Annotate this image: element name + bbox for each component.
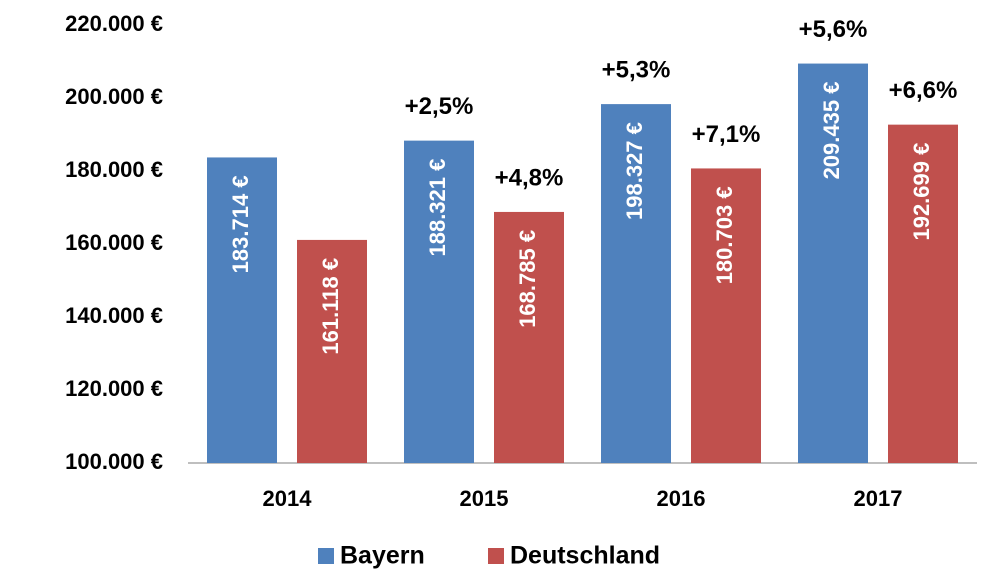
growth-label: +5,3%: [602, 56, 671, 83]
bar: [888, 124, 958, 463]
y-tick-label: 180.000 €: [65, 157, 163, 182]
bar: [207, 157, 277, 463]
y-tick-label: 220.000 €: [65, 11, 163, 36]
growth-label: +5,6%: [799, 16, 868, 43]
x-tick-label: 2017: [854, 486, 903, 511]
y-tick-label: 140.000 €: [65, 303, 163, 328]
x-tick-label: 2014: [263, 486, 313, 511]
legend-label: Bayern: [340, 542, 425, 570]
bar: [297, 239, 367, 463]
legend-swatch: [318, 548, 334, 564]
value-label: 198.327 €: [622, 122, 647, 220]
legend-label: Deutschland: [510, 542, 660, 570]
value-label: 209.435 €: [819, 82, 844, 180]
value-label: 180.703 €: [712, 186, 737, 284]
bar: [494, 211, 564, 463]
value-label: 168.785 €: [515, 230, 540, 328]
bar: [691, 168, 761, 463]
y-tick-label: 100.000 €: [65, 449, 163, 474]
bar: [404, 140, 474, 463]
value-label: 188.321 €: [425, 159, 450, 257]
growth-label: +7,1%: [692, 121, 761, 148]
bar: [798, 63, 868, 463]
legend-swatch: [488, 548, 504, 564]
y-tick-label: 200.000 €: [65, 84, 163, 109]
growth-label: +6,6%: [889, 77, 958, 104]
growth-label: +4,8%: [495, 164, 564, 191]
bar: [601, 104, 671, 464]
growth-label: +2,5%: [405, 93, 474, 120]
y-tick-label: 120.000 €: [65, 376, 163, 401]
value-label: 183.714 €: [228, 175, 253, 273]
value-label: 161.118 €: [318, 258, 343, 355]
value-label: 192.699 €: [909, 143, 934, 241]
x-tick-label: 2015: [460, 486, 509, 511]
y-tick-label: 160.000 €: [65, 230, 163, 255]
x-tick-label: 2016: [657, 486, 706, 511]
